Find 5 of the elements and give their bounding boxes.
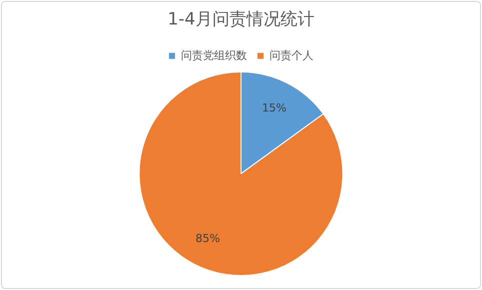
legend-label: 问责个人 xyxy=(270,48,314,62)
legend-label: 问责党组织数 xyxy=(181,48,247,62)
data-label: 15% xyxy=(262,101,286,114)
data-label: 85% xyxy=(196,232,220,245)
chart-title: 1-4月问责情况统计 xyxy=(168,10,314,30)
